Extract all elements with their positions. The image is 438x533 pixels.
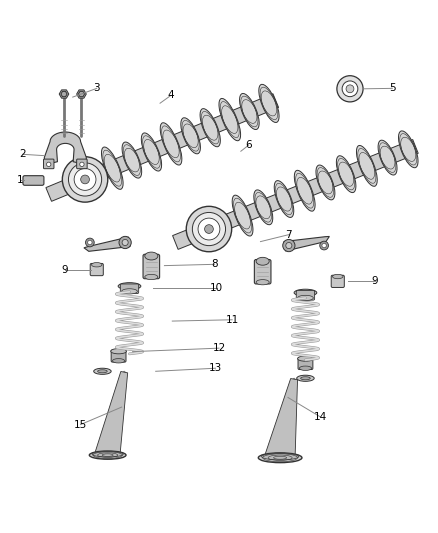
Ellipse shape <box>122 289 138 294</box>
FancyBboxPatch shape <box>254 260 271 284</box>
Circle shape <box>346 85 354 93</box>
Ellipse shape <box>92 451 123 457</box>
Circle shape <box>286 243 292 248</box>
Ellipse shape <box>181 118 201 154</box>
Circle shape <box>342 81 358 96</box>
Ellipse shape <box>254 190 273 225</box>
Ellipse shape <box>336 156 356 192</box>
Ellipse shape <box>300 377 310 380</box>
Polygon shape <box>284 237 329 251</box>
Circle shape <box>122 239 128 246</box>
Ellipse shape <box>259 84 279 123</box>
Ellipse shape <box>160 123 182 165</box>
Ellipse shape <box>145 252 158 260</box>
Text: 11: 11 <box>226 315 239 325</box>
Ellipse shape <box>145 274 158 280</box>
Ellipse shape <box>219 99 240 141</box>
Polygon shape <box>78 91 85 96</box>
FancyBboxPatch shape <box>111 350 126 362</box>
Ellipse shape <box>256 257 269 265</box>
Text: 13: 13 <box>209 363 222 373</box>
Circle shape <box>205 225 213 233</box>
Text: 15: 15 <box>74 419 87 430</box>
Circle shape <box>81 175 89 184</box>
Circle shape <box>337 76 363 102</box>
Polygon shape <box>173 140 418 249</box>
FancyBboxPatch shape <box>90 263 103 276</box>
Circle shape <box>80 162 84 166</box>
Circle shape <box>186 206 232 252</box>
Circle shape <box>88 240 92 245</box>
Circle shape <box>320 241 328 250</box>
Ellipse shape <box>256 280 269 285</box>
Polygon shape <box>95 372 128 453</box>
Ellipse shape <box>261 454 299 460</box>
Circle shape <box>119 236 131 248</box>
Ellipse shape <box>240 93 259 130</box>
FancyBboxPatch shape <box>331 275 344 287</box>
Text: 9: 9 <box>371 276 378 286</box>
Text: 14: 14 <box>314 412 327 422</box>
Text: 5: 5 <box>389 83 396 93</box>
FancyBboxPatch shape <box>23 176 44 185</box>
Ellipse shape <box>89 451 126 459</box>
Ellipse shape <box>297 356 313 361</box>
Ellipse shape <box>297 295 313 301</box>
Ellipse shape <box>378 140 397 175</box>
Ellipse shape <box>122 142 141 178</box>
Ellipse shape <box>200 109 220 147</box>
Ellipse shape <box>92 263 102 267</box>
Text: 7: 7 <box>286 230 292 240</box>
FancyBboxPatch shape <box>120 284 139 294</box>
Ellipse shape <box>294 171 315 211</box>
Circle shape <box>85 238 94 247</box>
Ellipse shape <box>399 131 418 168</box>
Polygon shape <box>265 378 297 455</box>
Text: 8: 8 <box>211 260 218 269</box>
Circle shape <box>322 244 326 248</box>
Ellipse shape <box>141 133 162 171</box>
FancyBboxPatch shape <box>43 159 54 169</box>
Ellipse shape <box>316 165 335 200</box>
Polygon shape <box>46 94 279 201</box>
Ellipse shape <box>94 368 111 374</box>
Circle shape <box>192 213 226 246</box>
Polygon shape <box>84 237 130 252</box>
Ellipse shape <box>113 359 125 363</box>
Text: 3: 3 <box>93 83 100 93</box>
Text: 12: 12 <box>212 343 226 353</box>
Ellipse shape <box>111 349 127 354</box>
Circle shape <box>198 218 220 240</box>
Ellipse shape <box>299 366 311 370</box>
FancyBboxPatch shape <box>296 290 314 300</box>
Circle shape <box>283 239 295 252</box>
Ellipse shape <box>232 195 253 236</box>
Ellipse shape <box>118 282 141 289</box>
Circle shape <box>74 168 96 190</box>
Polygon shape <box>44 132 86 164</box>
Text: 4: 4 <box>168 91 174 100</box>
FancyBboxPatch shape <box>143 254 159 279</box>
FancyBboxPatch shape <box>298 357 313 369</box>
Ellipse shape <box>332 274 343 279</box>
Ellipse shape <box>102 147 123 189</box>
Ellipse shape <box>297 375 314 381</box>
Polygon shape <box>61 91 67 96</box>
Ellipse shape <box>274 181 294 217</box>
Polygon shape <box>77 90 86 98</box>
Text: 9: 9 <box>62 264 68 274</box>
Circle shape <box>46 162 51 166</box>
Text: 1: 1 <box>17 175 24 185</box>
Polygon shape <box>59 90 69 98</box>
Ellipse shape <box>258 453 302 463</box>
Text: 6: 6 <box>245 140 252 150</box>
Circle shape <box>68 163 102 196</box>
Text: 2: 2 <box>19 149 26 159</box>
Ellipse shape <box>98 370 107 373</box>
Text: 10: 10 <box>210 284 223 293</box>
FancyBboxPatch shape <box>77 159 87 169</box>
Ellipse shape <box>357 146 377 187</box>
Ellipse shape <box>294 289 317 296</box>
Circle shape <box>62 157 108 202</box>
